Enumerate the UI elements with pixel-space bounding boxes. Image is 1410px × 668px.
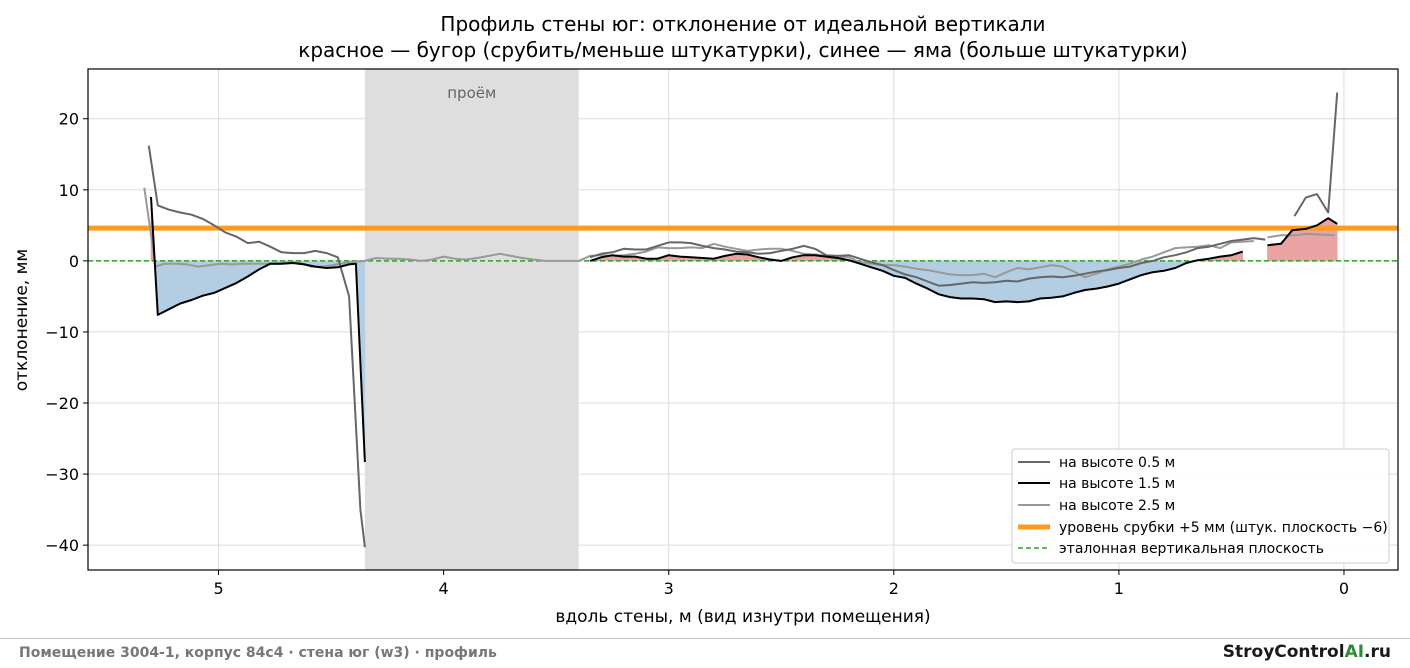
- y-tick-label: 0: [69, 252, 79, 271]
- pit-fill: [1062, 260, 1075, 297]
- y-tick-label: −30: [45, 465, 79, 484]
- pit-fill: [972, 260, 985, 300]
- legend-label-h15: на высоте 1.5 м: [1059, 476, 1175, 492]
- axes-frame: [87, 68, 1399, 571]
- series-line-h05: [147, 92, 1339, 548]
- legend-label-h05: на высоте 0.5 м: [1059, 455, 1175, 471]
- pit-fill: [168, 260, 181, 310]
- pit-fill: [961, 260, 973, 299]
- x-tick-label: 2: [889, 579, 899, 598]
- footer: Помещение 3004-1, корпус 84с4 · стена юг…: [0, 638, 1410, 668]
- opening-label: проём: [447, 84, 496, 102]
- brand-ai: AI: [1344, 642, 1365, 662]
- bump-fill: [1327, 217, 1338, 262]
- y-tick-label: 10: [59, 181, 79, 200]
- x-tick-label: 1: [1114, 579, 1124, 598]
- chart-subtitle: красное — бугор (срубить/меньше штукатур…: [298, 38, 1188, 62]
- chart-title: Профиль стены юг: отклонение от идеально…: [440, 12, 1045, 36]
- legend-label-reference: эталонная вертикальная плоскость: [1059, 541, 1324, 557]
- y-tick-label: −10: [45, 323, 79, 342]
- x-axis-label: вдоль стены, м (вид изнутри помещения): [555, 607, 930, 627]
- x-tick-label: 4: [439, 579, 449, 598]
- legend-label-h25: на высоте 2.5 м: [1059, 498, 1175, 514]
- opening-band: [364, 69, 579, 570]
- pit-fill: [938, 260, 951, 298]
- pit-fill: [1096, 260, 1108, 289]
- pit-fill: [1107, 260, 1120, 287]
- legend-frame: [1011, 448, 1390, 564]
- brand-logo: StroyControlAI.ru: [1223, 642, 1391, 662]
- legend-label-cut-level: уровень срубки +5 мм (штук. плоскость −6…: [1059, 520, 1388, 536]
- series-line-h15: [150, 196, 1338, 463]
- pit-fill: [157, 260, 170, 316]
- bump-fill: [1267, 243, 1282, 262]
- x-tick-label: 5: [213, 579, 223, 598]
- profile-chart: Профиль стены юг: отклонение от идеально…: [12, 12, 1399, 627]
- brand-main: StroyControl: [1222, 642, 1345, 662]
- y-axis-label: отклонение, мм: [12, 249, 32, 392]
- y-tick-label: 20: [59, 110, 79, 129]
- y-tick-label: −20: [45, 394, 79, 413]
- x-tick-label: 3: [664, 579, 674, 598]
- series-line-h25: [143, 187, 1336, 279]
- x-tick-label: 0: [1339, 579, 1349, 598]
- y-tick-label: −40: [45, 536, 79, 555]
- legend: на высоте 0.5 м на высоте 1.5 м на высот…: [1011, 448, 1390, 564]
- footer-caption: Помещение 3004-1, корпус 84с4 · стена юг…: [19, 645, 497, 661]
- brand-tld: .ru: [1364, 642, 1391, 662]
- pit-fill: [179, 260, 192, 304]
- pit-fill: [949, 260, 962, 299]
